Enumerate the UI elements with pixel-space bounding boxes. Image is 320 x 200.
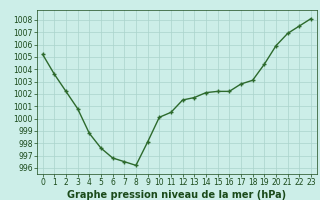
X-axis label: Graphe pression niveau de la mer (hPa): Graphe pression niveau de la mer (hPa) — [67, 190, 286, 200]
